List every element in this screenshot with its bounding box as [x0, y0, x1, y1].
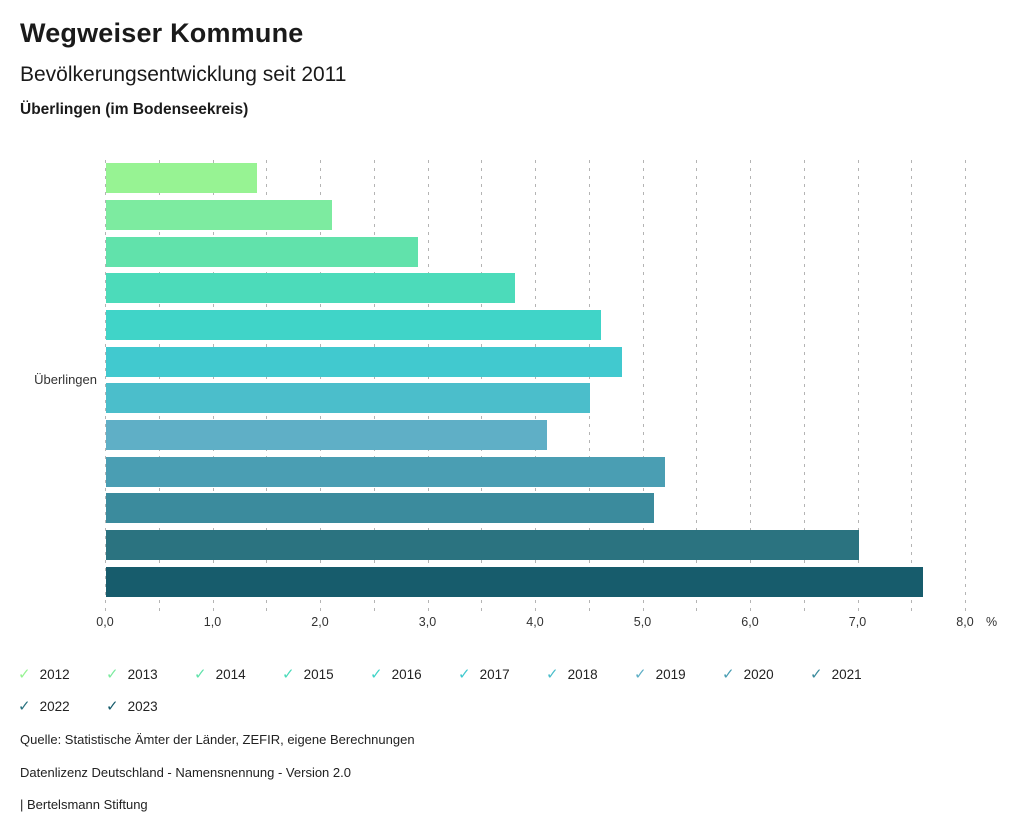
legend-year-label: 2013 — [127, 666, 158, 682]
license-note: Datenlizenz Deutschland - Namensnennung … — [20, 764, 351, 780]
checkmark-icon: ✓ — [722, 666, 735, 683]
gridline — [642, 160, 644, 613]
bar-2023[interactable] — [106, 566, 923, 597]
bar-series — [106, 160, 965, 600]
checkmark-icon: ✓ — [546, 666, 559, 683]
bar-2012[interactable] — [106, 163, 257, 194]
x-tick-label: 8,0 — [956, 615, 974, 629]
bar-2020[interactable] — [106, 456, 665, 487]
x-tick-label: 4,0 — [526, 615, 544, 629]
x-tick-label: 3,0 — [418, 615, 437, 629]
legend-item-2017[interactable]: ✓ 2017 — [458, 658, 546, 690]
bar-chart: Überlingen 0,0 1,0 2,0 3,0 4,0 5,0 6,0 7,0 8,0% — [0, 155, 1024, 630]
bar-2014[interactable] — [106, 236, 418, 267]
attribution-note: | Bertelsmann Stiftung — [20, 797, 148, 812]
legend-year-label: 2022 — [39, 698, 70, 714]
x-tick-label: 7,0 — [848, 615, 867, 629]
legend-year-label: 2015 — [303, 666, 334, 682]
y-axis-category-label: Überlingen — [34, 372, 97, 387]
checkmark-icon: ✓ — [634, 666, 647, 683]
checkmark-icon: ✓ — [370, 666, 383, 683]
bar-2013[interactable] — [106, 199, 332, 230]
x-tick-label: 5,0 — [633, 615, 652, 629]
gridline — [105, 160, 106, 613]
chart-header: Wegweiser Kommune Bevölkerungsentwicklun… — [20, 18, 346, 119]
legend-year-label: 2016 — [391, 666, 422, 682]
legend-item-2018[interactable]: ✓ 2018 — [546, 658, 634, 690]
gridline — [965, 160, 966, 613]
footer: Quelle: Statistische Ämter der Länder, Z… — [20, 732, 415, 830]
checkmark-icon: ✓ — [282, 666, 295, 683]
source-note: Quelle: Statistische Ämter der Länder, Z… — [20, 732, 415, 747]
legend-item-2022[interactable]: ✓ 2022 — [18, 690, 106, 722]
checkmark-icon: ✓ — [18, 698, 31, 715]
x-axis-unit-label: % — [986, 615, 998, 629]
checkmark-icon: ✓ — [106, 666, 119, 683]
bar-2015[interactable] — [106, 273, 515, 304]
legend-item-2019[interactable]: ✓ 2019 — [634, 658, 722, 690]
gridline — [750, 160, 751, 613]
gridline — [696, 160, 698, 613]
bar-2022[interactable] — [106, 529, 859, 560]
legend-year-label: 2019 — [655, 666, 686, 682]
legend-year-label: 2018 — [567, 666, 598, 682]
x-axis: 0,0 1,0 2,0 3,0 4,0 5,0 6,0 7,0 8,0% — [0, 615, 1024, 631]
checkmark-icon: ✓ — [194, 666, 207, 683]
bar-2018[interactable] — [106, 383, 590, 414]
legend-item-2021[interactable]: ✓ 2021 — [810, 658, 898, 690]
legend-year-label: 2023 — [127, 698, 158, 714]
x-tick-label: 0,0 — [96, 615, 114, 629]
legend-item-2013[interactable]: ✓ 2013 — [106, 658, 194, 690]
checkmark-icon: ✓ — [458, 666, 471, 683]
legend-item-2015[interactable]: ✓ 2015 — [282, 658, 370, 690]
bar-2019[interactable] — [106, 419, 547, 450]
legend-year-label: 2017 — [479, 666, 510, 682]
x-tick-label: 2,0 — [311, 615, 329, 629]
legend-item-2023[interactable]: ✓ 2023 — [106, 690, 194, 722]
x-tick-label: 1,0 — [203, 615, 222, 629]
checkmark-icon: ✓ — [106, 698, 119, 715]
legend-item-2020[interactable]: ✓ 2020 — [722, 658, 810, 690]
legend-item-2012[interactable]: ✓ 2012 — [18, 658, 106, 690]
checkmark-icon: ✓ — [18, 666, 31, 683]
x-tick-label: 6,0 — [741, 615, 759, 629]
legend: ✓ 2012 ✓ 2013 ✓ 2014 ✓ 2015 ✓ 2016 ✓ 2017 ✓ 2018 ✓ 2019… — [18, 658, 924, 722]
app-title: Wegweiser Kommune — [20, 18, 304, 48]
legend-year-label: 2021 — [831, 666, 862, 682]
legend-year-label: 2020 — [743, 666, 774, 682]
legend-year-label: 2014 — [215, 666, 246, 682]
gridline — [911, 160, 913, 613]
bar-2016[interactable] — [106, 309, 601, 340]
bar-2021[interactable] — [106, 493, 655, 524]
chart-title: Bevölkerungsentwicklung seit 2011 — [20, 63, 347, 86]
bar-2017[interactable] — [106, 346, 622, 377]
gridline — [857, 160, 859, 613]
plot-area — [105, 160, 966, 613]
legend-item-2014[interactable]: ✓ 2014 — [194, 658, 282, 690]
legend-item-2016[interactable]: ✓ 2016 — [370, 658, 458, 690]
legend-year-label: 2012 — [39, 666, 70, 682]
region-label: Überlingen (im Bodenseekreis) — [20, 101, 249, 118]
gridline — [803, 160, 805, 613]
checkmark-icon: ✓ — [810, 666, 823, 683]
